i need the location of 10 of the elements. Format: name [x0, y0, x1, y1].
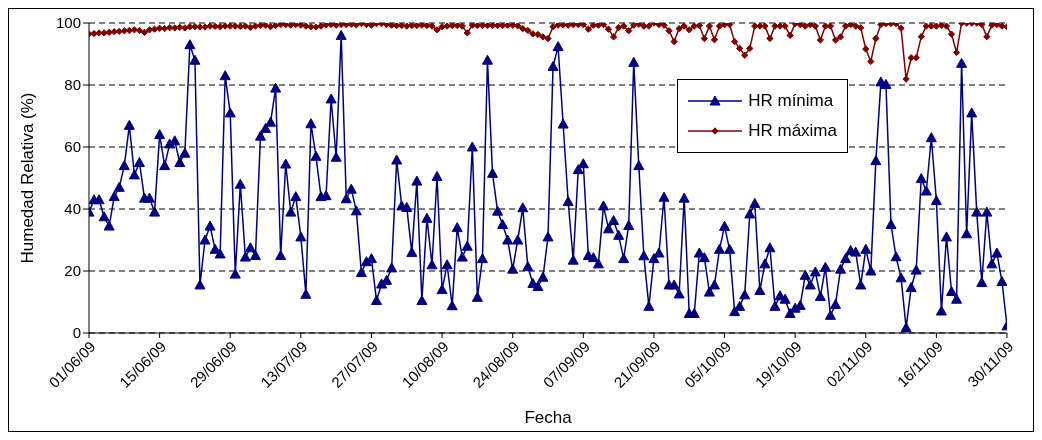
y-tick-label: 80 [64, 76, 81, 94]
y-tick-label: 20 [64, 262, 81, 280]
y-tick-label: 60 [64, 138, 81, 156]
legend-label: HR máxima [748, 121, 837, 141]
y-tick-label: 40 [64, 200, 81, 218]
y-axis-title: Humedad Relativa (%) [18, 92, 38, 264]
y-tick-label: 0 [72, 324, 81, 342]
y-tick-label: 100 [55, 14, 81, 32]
legend-label: HR mínima [748, 91, 834, 111]
x-axis-title: Fecha [524, 408, 573, 427]
